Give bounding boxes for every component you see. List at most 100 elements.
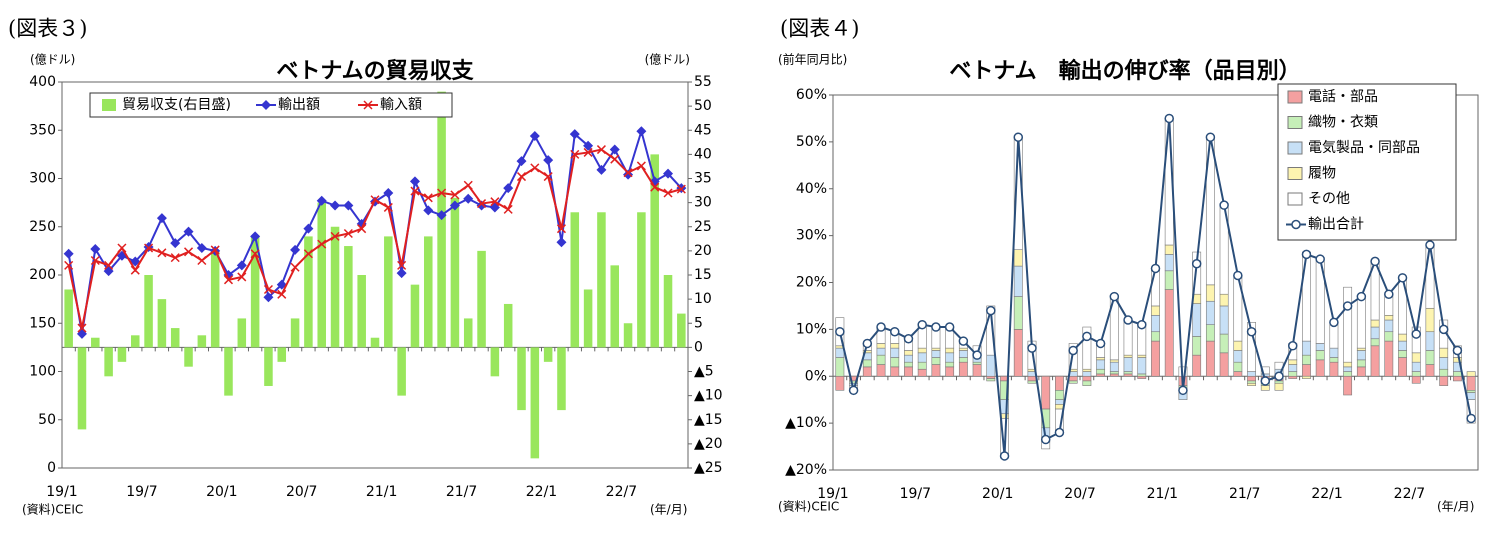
- bar-segment: [1247, 371, 1256, 377]
- bar-segment: [1137, 357, 1147, 375]
- bar: [610, 265, 620, 348]
- bar-segment: [1411, 361, 1421, 372]
- bar: [677, 313, 686, 348]
- bar-segment: [1123, 354, 1133, 358]
- marker: [1301, 249, 1312, 260]
- bar-segment: [1329, 347, 1339, 358]
- bar-segment: [890, 366, 900, 377]
- bar: [357, 275, 366, 348]
- y2-tick-label: 5: [694, 315, 703, 331]
- x-axis-label: (年/月): [650, 503, 687, 517]
- bar-segment: [958, 357, 968, 363]
- bar: [184, 347, 193, 367]
- bar: [424, 236, 433, 348]
- marker: [569, 129, 580, 140]
- source: (資料)CEIC: [22, 503, 83, 517]
- y-tick-label: 50: [38, 412, 56, 428]
- marker: [1027, 343, 1037, 353]
- x-tick-label: 22/7: [606, 484, 637, 500]
- bar-segment: [904, 350, 913, 356]
- bar-segment: [1082, 375, 1092, 382]
- bar-segment: [1013, 296, 1023, 330]
- marker: [1082, 331, 1092, 342]
- marker: [1205, 132, 1216, 142]
- marker: [529, 131, 540, 142]
- y-tick-label: 40%: [796, 181, 827, 197]
- marker: [1095, 338, 1106, 349]
- y2-tick-label: ▲10: [694, 388, 723, 404]
- bar-segment: [1425, 331, 1435, 351]
- bar-segment: [1302, 375, 1311, 379]
- y2-tick-label: 50: [694, 98, 712, 114]
- bar: [530, 347, 540, 459]
- bar: [597, 212, 606, 348]
- bar-segment: [986, 378, 996, 382]
- bar-segment: [890, 347, 900, 358]
- bar-segment: [1096, 368, 1106, 375]
- marker: [1054, 427, 1065, 438]
- marker: [343, 200, 354, 211]
- marker: [636, 161, 646, 171]
- y-tick-label: ▲20%: [785, 462, 827, 478]
- y2-tick-label: 25: [694, 219, 712, 235]
- bar-segment: [986, 354, 996, 377]
- y-tick-label: 0: [47, 460, 56, 476]
- bar: [290, 318, 300, 348]
- marker: [410, 186, 420, 196]
- y-tick-label: 0%: [805, 368, 827, 384]
- bar: [264, 347, 273, 386]
- marker: [1219, 200, 1229, 210]
- bar-segment: [1329, 357, 1339, 363]
- marker: [263, 292, 274, 303]
- bar: [304, 236, 313, 348]
- marker: [104, 260, 114, 270]
- bar-segment: [1452, 371, 1462, 377]
- y-tick-label: ▲10%: [785, 415, 827, 431]
- bar-segment: [1123, 371, 1133, 375]
- bar-segment: [1109, 361, 1119, 372]
- marker: [986, 305, 996, 316]
- bar-segment: [1398, 357, 1407, 377]
- marker: [437, 188, 447, 198]
- marker: [183, 226, 194, 237]
- marker: [556, 237, 567, 248]
- marker: [583, 147, 593, 157]
- marker: [1370, 256, 1380, 267]
- bar-segment: [1013, 249, 1023, 267]
- bar-segment: [1439, 375, 1449, 386]
- bar-segment: [1123, 319, 1133, 356]
- bar-segment: [1315, 343, 1325, 351]
- marker: [490, 197, 500, 207]
- legend-swatch: [1287, 192, 1303, 206]
- marker: [503, 183, 514, 194]
- bar: [104, 347, 113, 377]
- marker: [516, 156, 527, 167]
- bar: [410, 284, 420, 348]
- bar: [170, 328, 180, 348]
- marker: [1466, 413, 1476, 424]
- marker: [1040, 434, 1051, 445]
- bar-segment: [1398, 350, 1407, 358]
- bar-segment: [1425, 244, 1435, 309]
- bar-segment: [958, 361, 968, 377]
- bar-segment: [1329, 361, 1339, 377]
- marker: [170, 238, 181, 249]
- y2-tick-label: 20: [694, 243, 712, 259]
- bar-segment: [1343, 375, 1353, 396]
- bar-segment: [1411, 352, 1421, 363]
- marker: [1150, 263, 1161, 274]
- bar-segment: [1164, 244, 1174, 255]
- bar-segment: [1343, 286, 1353, 363]
- marker: [250, 231, 261, 242]
- marker: [1191, 259, 1202, 269]
- marker: [1274, 371, 1284, 381]
- bar-segment: [1439, 347, 1449, 358]
- bar-segment: [1205, 284, 1215, 302]
- bar-segment: [1466, 375, 1476, 391]
- bar: [650, 154, 659, 348]
- bar-segment: [1013, 265, 1023, 297]
- bar-segment: [1151, 315, 1160, 333]
- marker: [117, 243, 127, 253]
- y-tick-label: 30%: [796, 228, 827, 244]
